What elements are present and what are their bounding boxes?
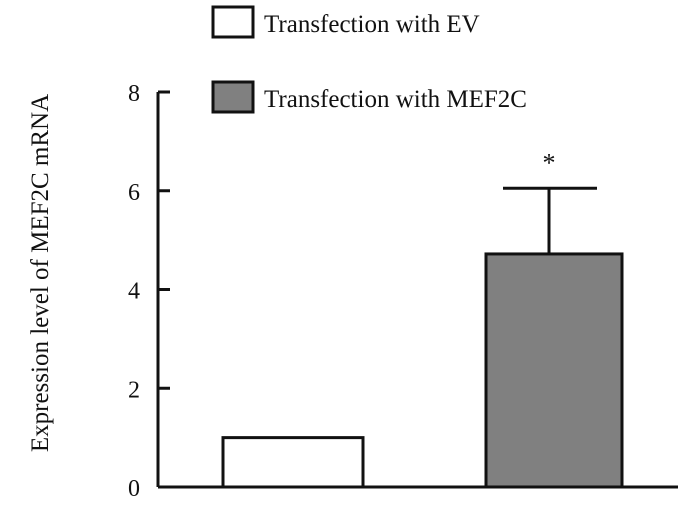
legend-label-ev: Transfection with EV xyxy=(264,11,480,38)
legend-swatch-mef2c xyxy=(211,80,255,114)
legend: Transfection with EV Transfection with M… xyxy=(211,5,527,114)
legend-label-mef2c: Transfection with MEF2C xyxy=(264,86,527,113)
bar-transfection-ev xyxy=(221,436,365,489)
y-tick-label: 6 xyxy=(128,180,140,206)
significance-star: * xyxy=(543,148,556,177)
y-axis-label: Expression level of MEF2C mRNA xyxy=(27,94,54,452)
y-ticks: 0 2 4 6 8 xyxy=(128,81,170,502)
bar-transfection-mef2c xyxy=(484,252,624,489)
y-tick-label: 8 xyxy=(128,81,140,107)
y-tick-label: 4 xyxy=(128,279,140,305)
legend-swatch-ev xyxy=(211,5,255,39)
y-tick-label: 0 xyxy=(128,476,140,502)
y-tick-label: 2 xyxy=(128,377,140,403)
